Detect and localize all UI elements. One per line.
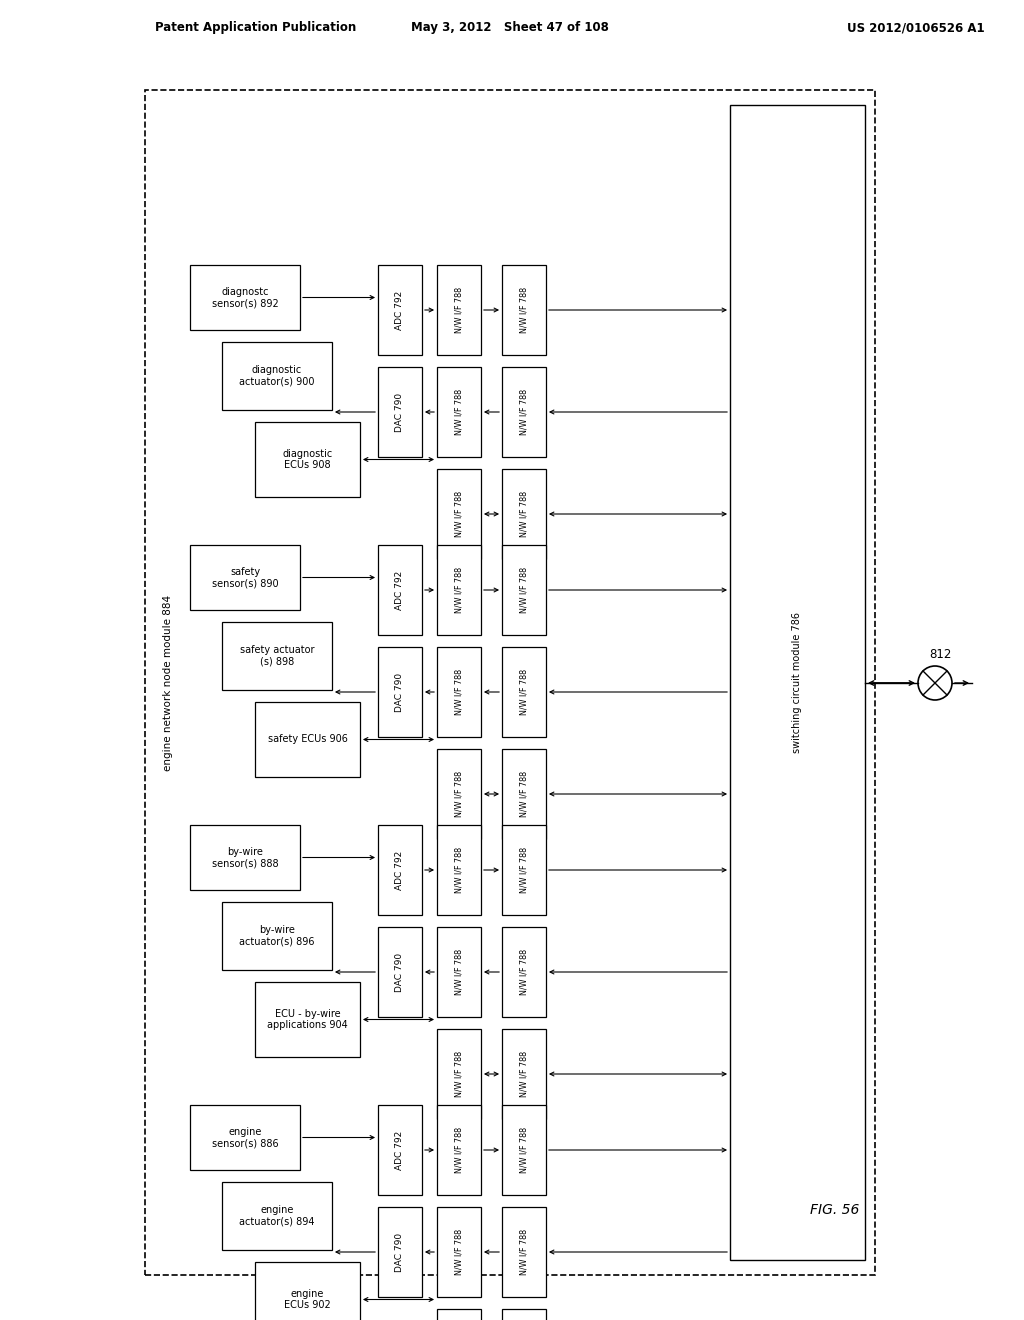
Bar (378, 1206, 422, 1298)
Bar (437, 1309, 481, 1320)
Bar (502, 367, 546, 457)
Bar (255, 1262, 360, 1320)
Text: US 2012/0106526 A1: US 2012/0106526 A1 (848, 21, 985, 34)
Bar (145, 90, 874, 1275)
Bar (222, 342, 332, 411)
Text: DAC 790: DAC 790 (395, 672, 404, 711)
Bar (502, 1309, 546, 1320)
Text: N/W I/F 788: N/W I/F 788 (519, 491, 528, 537)
Bar (437, 545, 481, 635)
Bar (437, 748, 481, 840)
Text: safety actuator
(s) 898: safety actuator (s) 898 (240, 645, 314, 667)
Text: N/W I/F 788: N/W I/F 788 (519, 847, 528, 894)
Bar (222, 1181, 332, 1250)
Bar (502, 1206, 546, 1298)
Text: N/W I/F 788: N/W I/F 788 (519, 566, 528, 612)
Bar (502, 469, 546, 558)
Text: ADC 792: ADC 792 (395, 850, 404, 890)
Text: N/W I/F 788: N/W I/F 788 (455, 1127, 464, 1173)
Bar (378, 825, 422, 915)
Text: N/W I/F 788: N/W I/F 788 (455, 1229, 464, 1275)
Text: safety ECUs 906: safety ECUs 906 (267, 734, 347, 744)
Text: N/W I/F 788: N/W I/F 788 (455, 491, 464, 537)
Text: diagnostc
sensor(s) 892: diagnostc sensor(s) 892 (212, 286, 279, 309)
Text: DAC 790: DAC 790 (395, 1233, 404, 1271)
Text: May 3, 2012   Sheet 47 of 108: May 3, 2012 Sheet 47 of 108 (411, 21, 609, 34)
Text: switching circuit module 786: switching circuit module 786 (793, 612, 803, 752)
Bar (255, 422, 360, 498)
Text: engine
ECUs 902: engine ECUs 902 (284, 1288, 331, 1311)
Bar (437, 1206, 481, 1298)
Text: FIG. 56: FIG. 56 (810, 1203, 860, 1217)
Bar (502, 927, 546, 1016)
Bar (502, 1030, 546, 1119)
Bar (437, 367, 481, 457)
Text: N/W I/F 788: N/W I/F 788 (455, 669, 464, 715)
Text: N/W I/F 788: N/W I/F 788 (519, 771, 528, 817)
Text: N/W I/F 788: N/W I/F 788 (455, 949, 464, 995)
Bar (255, 702, 360, 777)
Text: N/W I/F 788: N/W I/F 788 (519, 669, 528, 715)
Text: ADC 792: ADC 792 (395, 1130, 404, 1170)
Bar (190, 825, 300, 890)
Bar (378, 265, 422, 355)
Text: DAC 790: DAC 790 (395, 392, 404, 432)
Text: engine
actuator(s) 894: engine actuator(s) 894 (240, 1205, 314, 1226)
Bar (502, 825, 546, 915)
Text: N/W I/F 788: N/W I/F 788 (455, 771, 464, 817)
Text: diagnostic
ECUs 908: diagnostic ECUs 908 (283, 449, 333, 470)
Text: ADC 792: ADC 792 (395, 290, 404, 330)
Bar (222, 622, 332, 690)
Bar (190, 265, 300, 330)
Bar (502, 748, 546, 840)
Bar (222, 902, 332, 970)
Text: engine network node module 884: engine network node module 884 (163, 595, 173, 771)
Text: safety
sensor(s) 890: safety sensor(s) 890 (212, 566, 279, 589)
Text: N/W I/F 788: N/W I/F 788 (455, 1051, 464, 1097)
Bar (502, 1105, 546, 1195)
Bar (437, 469, 481, 558)
Bar (378, 927, 422, 1016)
Text: N/W I/F 788: N/W I/F 788 (455, 286, 464, 333)
Text: N/W I/F 788: N/W I/F 788 (455, 847, 464, 894)
Text: N/W I/F 788: N/W I/F 788 (519, 1051, 528, 1097)
Bar (255, 982, 360, 1057)
Text: ADC 792: ADC 792 (395, 570, 404, 610)
Bar (437, 927, 481, 1016)
Bar (378, 647, 422, 737)
Bar (502, 265, 546, 355)
Bar (378, 1105, 422, 1195)
Bar (730, 106, 865, 1261)
Text: 812: 812 (929, 648, 951, 661)
Bar (502, 545, 546, 635)
Bar (190, 1105, 300, 1170)
Text: by-wire
actuator(s) 896: by-wire actuator(s) 896 (240, 925, 314, 946)
Text: N/W I/F 788: N/W I/F 788 (519, 286, 528, 333)
Text: by-wire
sensor(s) 888: by-wire sensor(s) 888 (212, 846, 279, 869)
Text: N/W I/F 788: N/W I/F 788 (519, 1229, 528, 1275)
Text: engine
sensor(s) 886: engine sensor(s) 886 (212, 1127, 279, 1148)
Bar (378, 367, 422, 457)
Text: DAC 790: DAC 790 (395, 953, 404, 991)
Text: ECU - by-wire
applications 904: ECU - by-wire applications 904 (267, 1008, 348, 1031)
Bar (437, 1030, 481, 1119)
Bar (437, 825, 481, 915)
Bar (378, 545, 422, 635)
Text: Patent Application Publication: Patent Application Publication (155, 21, 356, 34)
Bar (437, 265, 481, 355)
Bar (190, 545, 300, 610)
Bar (502, 647, 546, 737)
Text: N/W I/F 788: N/W I/F 788 (455, 389, 464, 436)
Bar (437, 1105, 481, 1195)
Text: N/W I/F 788: N/W I/F 788 (455, 566, 464, 612)
Text: N/W I/F 788: N/W I/F 788 (519, 389, 528, 436)
Bar (437, 647, 481, 737)
Text: diagnostic
actuator(s) 900: diagnostic actuator(s) 900 (240, 366, 314, 387)
Text: N/W I/F 788: N/W I/F 788 (519, 1127, 528, 1173)
Text: N/W I/F 788: N/W I/F 788 (519, 949, 528, 995)
